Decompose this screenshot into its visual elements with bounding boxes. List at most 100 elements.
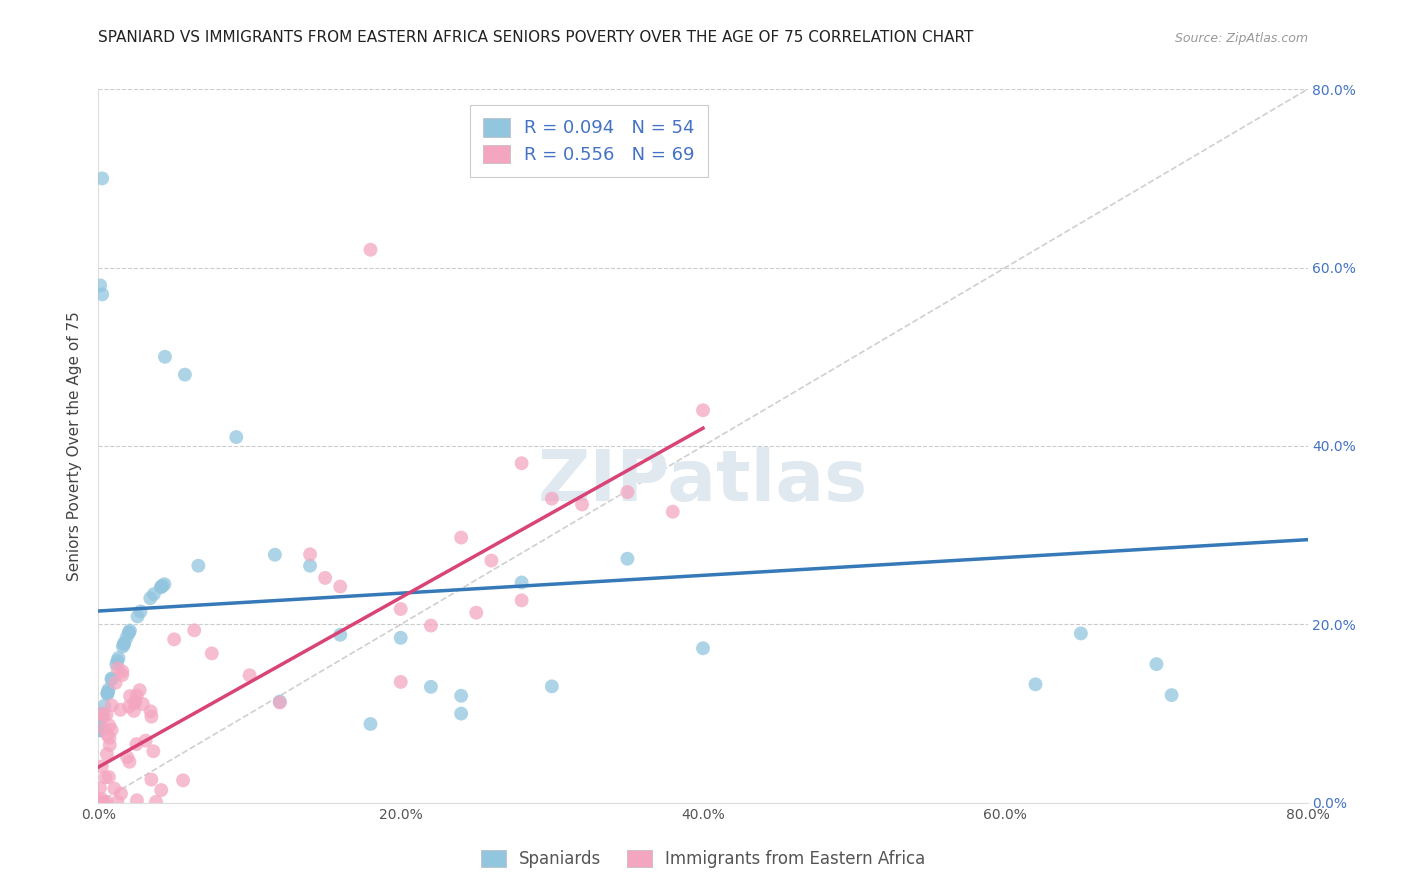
Point	[299, 558, 322, 573]
Point	[616, 485, 638, 500]
Point	[107, 661, 129, 675]
Point	[420, 680, 443, 694]
Point	[450, 531, 472, 545]
Point	[510, 456, 533, 470]
Point	[115, 750, 138, 764]
Point	[97, 770, 120, 784]
Point	[153, 577, 176, 591]
Point	[125, 793, 148, 807]
Point	[100, 723, 122, 737]
Point	[91, 707, 114, 722]
Point	[122, 696, 145, 710]
Point	[122, 704, 145, 718]
Point	[96, 687, 118, 701]
Point	[127, 609, 149, 624]
Point	[163, 632, 186, 647]
Point	[98, 738, 121, 752]
Point	[128, 683, 150, 698]
Point	[100, 671, 122, 685]
Point	[450, 689, 472, 703]
Point	[174, 368, 197, 382]
Point	[142, 587, 165, 601]
Point	[89, 723, 111, 738]
Point	[118, 699, 141, 714]
Legend: R = 0.094   N = 54, R = 0.556   N = 69: R = 0.094 N = 54, R = 0.556 N = 69	[470, 105, 707, 177]
Point	[481, 553, 503, 567]
Point	[111, 668, 134, 682]
Point	[465, 606, 488, 620]
Point	[104, 675, 127, 690]
Legend: Spaniards, Immigrants from Eastern Africa: Spaniards, Immigrants from Eastern Afric…	[474, 843, 932, 875]
Point	[153, 350, 176, 364]
Point	[1024, 677, 1046, 691]
Point	[115, 631, 138, 645]
Text: Source: ZipAtlas.com: Source: ZipAtlas.com	[1174, 31, 1308, 45]
Point	[329, 628, 352, 642]
Point	[89, 780, 111, 795]
Point	[152, 579, 174, 593]
Point	[125, 737, 148, 751]
Point	[118, 624, 141, 638]
Point	[90, 710, 112, 724]
Point	[1144, 657, 1167, 672]
Point	[314, 571, 336, 585]
Point	[149, 580, 172, 594]
Point	[110, 787, 132, 801]
Point	[132, 697, 155, 711]
Point	[141, 709, 163, 723]
Point	[1070, 626, 1092, 640]
Point	[91, 287, 114, 301]
Point	[105, 657, 128, 672]
Point	[91, 171, 114, 186]
Point	[97, 685, 120, 699]
Point	[90, 759, 112, 773]
Point	[510, 575, 533, 590]
Point	[692, 641, 714, 656]
Point	[111, 640, 134, 654]
Point	[93, 698, 115, 713]
Point	[187, 558, 209, 573]
Point	[107, 654, 129, 668]
Point	[110, 703, 132, 717]
Text: SPANIARD VS IMMIGRANTS FROM EASTERN AFRICA SENIORS POVERTY OVER THE AGE OF 75 CO: SPANIARD VS IMMIGRANTS FROM EASTERN AFRI…	[98, 29, 974, 45]
Point	[96, 707, 118, 722]
Point	[89, 719, 111, 733]
Point	[100, 698, 122, 713]
Point	[225, 430, 247, 444]
Point	[93, 722, 115, 736]
Point	[124, 695, 146, 709]
Point	[360, 717, 382, 731]
Point	[112, 637, 135, 651]
Point	[139, 704, 162, 718]
Point	[93, 708, 115, 723]
Point	[103, 781, 125, 796]
Point	[96, 728, 118, 742]
Point	[145, 795, 167, 809]
Point	[329, 580, 352, 594]
Point	[201, 646, 224, 660]
Point	[90, 792, 112, 806]
Point	[141, 772, 163, 787]
Point	[118, 755, 141, 769]
Point	[389, 674, 412, 689]
Point	[450, 706, 472, 721]
Point	[571, 498, 593, 512]
Point	[111, 664, 134, 678]
Point	[389, 602, 412, 616]
Point	[389, 631, 412, 645]
Point	[692, 403, 714, 417]
Point	[661, 505, 683, 519]
Point	[89, 723, 111, 738]
Point	[105, 795, 128, 809]
Point	[118, 689, 141, 703]
Point	[118, 626, 141, 640]
Point	[616, 551, 638, 566]
Point	[90, 795, 112, 809]
Point	[150, 783, 173, 797]
Point	[540, 679, 562, 693]
Point	[100, 673, 122, 687]
Point	[239, 668, 262, 682]
Point	[269, 696, 291, 710]
Point	[89, 278, 111, 293]
Point	[89, 706, 111, 721]
